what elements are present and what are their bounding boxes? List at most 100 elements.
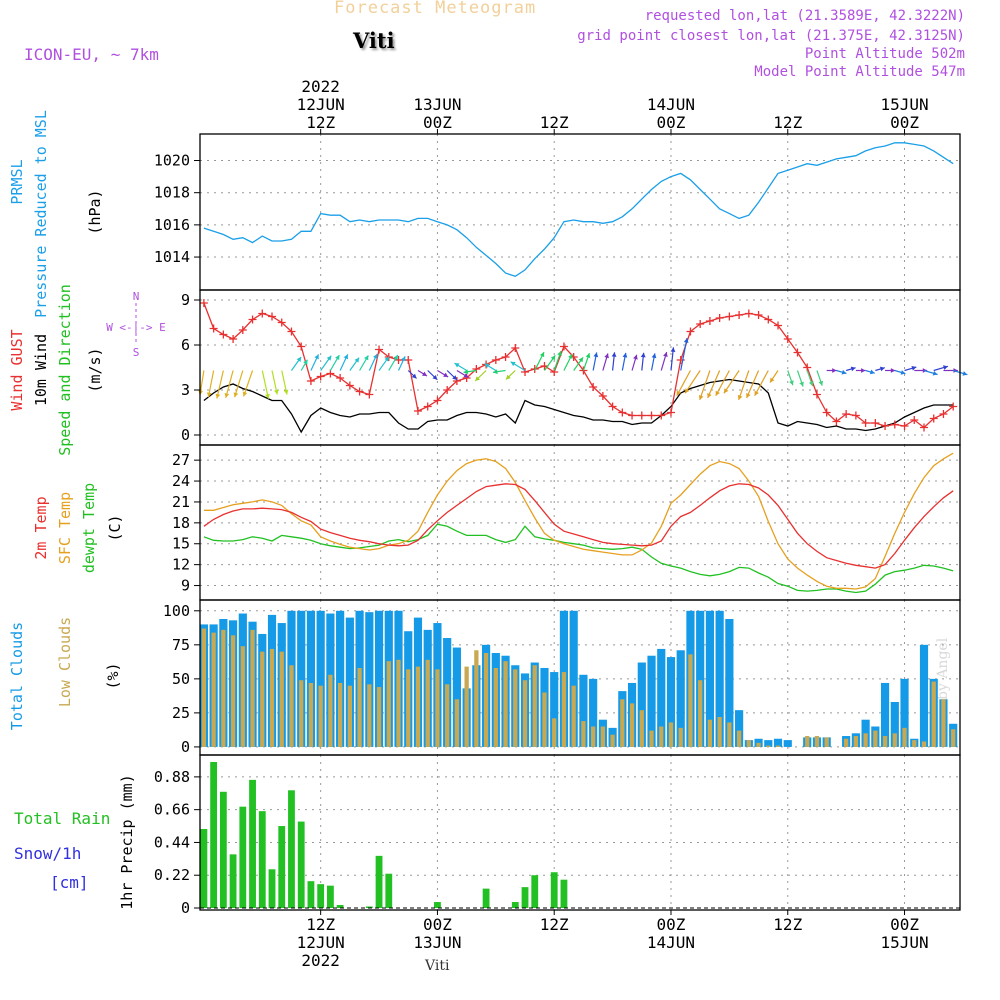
temp-2m-label: 2m Temp: [32, 496, 50, 559]
wind-arrow-shaft: [207, 370, 215, 398]
low-cloud-bar: [376, 687, 382, 747]
low-cloud-bar: [532, 665, 537, 747]
time-label-bottom-hour: 12Z: [773, 915, 802, 934]
gust-marker: [433, 396, 442, 405]
gust-marker: [666, 408, 675, 417]
wind-arrow-head: [411, 373, 417, 379]
gust-marker: [861, 419, 870, 427]
time-label-top-hour: 12Z: [306, 113, 335, 132]
low-cloud-bar: [474, 650, 479, 747]
total-cloud-bar: [637, 662, 646, 747]
low-cloud-bar: [921, 741, 927, 747]
total-cloud-bar: [880, 682, 890, 747]
total-cloud-bar: [336, 610, 345, 747]
precip-bar: [297, 821, 305, 908]
total-cloud-bar: [676, 650, 685, 747]
total-cloud-bar: [705, 610, 714, 747]
gust-marker: [452, 377, 461, 385]
y-tick-label: 0.22: [154, 866, 190, 884]
gust-marker: [559, 342, 568, 351]
gust-marker: [268, 312, 277, 321]
gust-marker: [715, 314, 724, 322]
wind-10m-label: 10m Wind: [32, 334, 50, 406]
wind-arrow-head: [452, 375, 458, 380]
low-cloud-bar: [513, 669, 518, 747]
gust-marker: [929, 414, 938, 423]
station-name: Viti: [353, 28, 395, 53]
total-cloud-bar: [306, 610, 316, 747]
time-label-bottom-hour: 12Z: [306, 915, 335, 934]
wind-arrow-head: [879, 366, 885, 372]
wind-arrow-head: [900, 370, 906, 375]
wind-arrow-head: [557, 351, 562, 356]
low-cloud-bar: [367, 684, 372, 747]
wind-arrow-head: [670, 347, 676, 352]
low-cloud-bar: [464, 666, 469, 747]
low-cloud-bar: [756, 742, 761, 747]
wind-arrow-head: [354, 357, 360, 363]
sfc-temp-line: [203, 452, 954, 590]
compass-s: S: [133, 346, 140, 359]
wind-arrow-head: [242, 391, 248, 397]
low-cloud-bar: [931, 681, 936, 747]
gust-marker: [443, 386, 452, 394]
wind-arrow-shaft: [216, 370, 224, 399]
wind-gust-label: Wind GUST: [8, 329, 26, 410]
wind-arrow-head: [890, 368, 896, 373]
wind-arrow-head: [265, 393, 270, 399]
wind-arrow-head: [335, 355, 340, 361]
gust-marker: [306, 377, 315, 385]
gust-marker: [404, 356, 413, 364]
wind-speed-line: [203, 378, 954, 434]
gust-marker: [521, 368, 530, 376]
time-label-top-hour: 12Z: [773, 113, 802, 132]
low-cloud-bar: [318, 685, 323, 747]
dewpoint-label: dewpt Temp: [80, 483, 98, 573]
wind-arrow-head: [373, 353, 378, 359]
model-altitude: Model Point Altitude 547m: [754, 64, 965, 80]
gust-marker: [851, 411, 860, 420]
total-cloud-bar: [919, 644, 929, 747]
precip-bar: [200, 829, 208, 908]
gust-marker: [209, 324, 218, 333]
time-label-bottom-date: 15JUN: [880, 933, 928, 952]
time-label-bottom-date: 14JUN: [647, 933, 695, 952]
low-cloud-bar: [299, 680, 304, 747]
gust-marker: [345, 381, 354, 390]
low-cloud-bar: [406, 669, 411, 747]
wind-arrow-head: [296, 357, 302, 362]
low-cloud-bar: [717, 716, 722, 747]
total-cloud-bar: [647, 655, 656, 747]
low-cloud-bar: [659, 726, 664, 747]
low-cloud-bar: [775, 745, 781, 747]
rain-label: Total Rain: [14, 809, 110, 828]
low-cloud-bar: [571, 685, 576, 747]
wind-arrow-shaft: [707, 370, 721, 399]
precip-bar: [317, 884, 325, 908]
wind-gust-line: [203, 302, 954, 429]
wind-arrow-head: [505, 374, 511, 380]
gust-marker: [491, 356, 500, 364]
gust-marker: [258, 309, 267, 318]
low-cloud-bar: [746, 740, 751, 747]
low-cloud-bar: [445, 684, 450, 747]
time-label-bottom-year: 2022: [301, 951, 340, 970]
wind-arrow-shaft: [754, 370, 769, 397]
wind-arrow-head: [303, 359, 308, 365]
gust-marker: [248, 315, 257, 324]
gust-marker: [832, 417, 841, 426]
wind-arrow-head: [770, 377, 775, 383]
gust-marker: [696, 320, 705, 328]
wind-arrow-head: [384, 356, 389, 362]
low-cloud-bar: [522, 680, 528, 747]
precip-bar: [482, 888, 490, 908]
total-cloud-bar: [579, 674, 588, 747]
low-cloud-bar: [766, 745, 771, 747]
total-clouds-label: Total Clouds: [8, 622, 26, 730]
y-tick-label: 15: [172, 535, 190, 553]
total-cloud-bar: [666, 657, 676, 747]
low-cloud-bar: [590, 726, 596, 747]
low-cloud-bar: [600, 726, 606, 747]
gust-marker: [287, 327, 296, 336]
pressure-line: [203, 142, 954, 278]
